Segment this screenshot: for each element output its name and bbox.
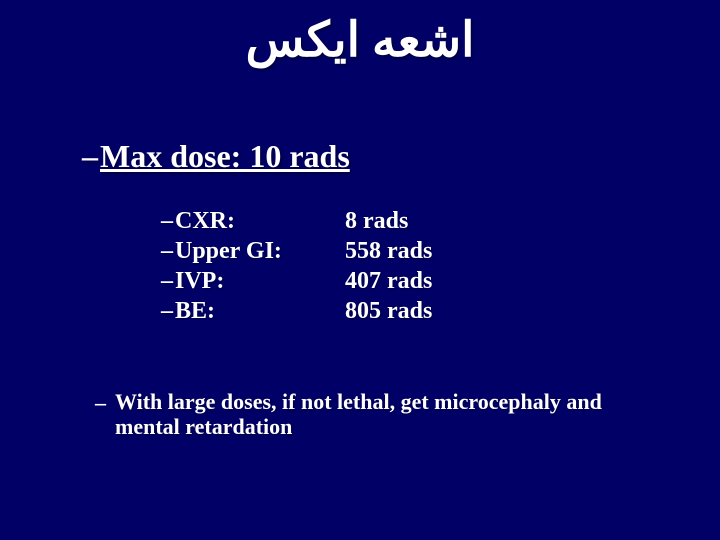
dose-value: 558 rads: [345, 238, 432, 265]
dose-value: 8 rads: [345, 208, 408, 235]
note-text: With large doses, if not lethal, get mic…: [115, 390, 635, 439]
bullet-dash: –: [159, 238, 173, 265]
bullet-dash: –: [95, 390, 106, 416]
dose-value: 407 rads: [345, 268, 432, 295]
bullet-dash: –: [159, 208, 173, 235]
max-dose-text: Max dose: 10 rads: [100, 138, 350, 174]
dose-value: 805 rads: [345, 298, 432, 325]
dose-label: BE:: [175, 298, 215, 325]
slide: اشعه ایکس – Max dose: 10 rads – CXR: 8 r…: [0, 0, 720, 540]
dose-label: CXR:: [175, 208, 235, 235]
bullet-dash: –: [159, 298, 173, 325]
max-dose-heading: – Max dose: 10 rads: [100, 138, 350, 175]
slide-title: اشعه ایکس: [0, 12, 720, 68]
dose-label: IVP:: [175, 268, 224, 295]
dose-label: Upper GI:: [175, 238, 282, 265]
bullet-dash: –: [159, 268, 173, 295]
note-block: – With large doses, if not lethal, get m…: [115, 390, 635, 439]
bullet-dash: –: [78, 138, 98, 175]
